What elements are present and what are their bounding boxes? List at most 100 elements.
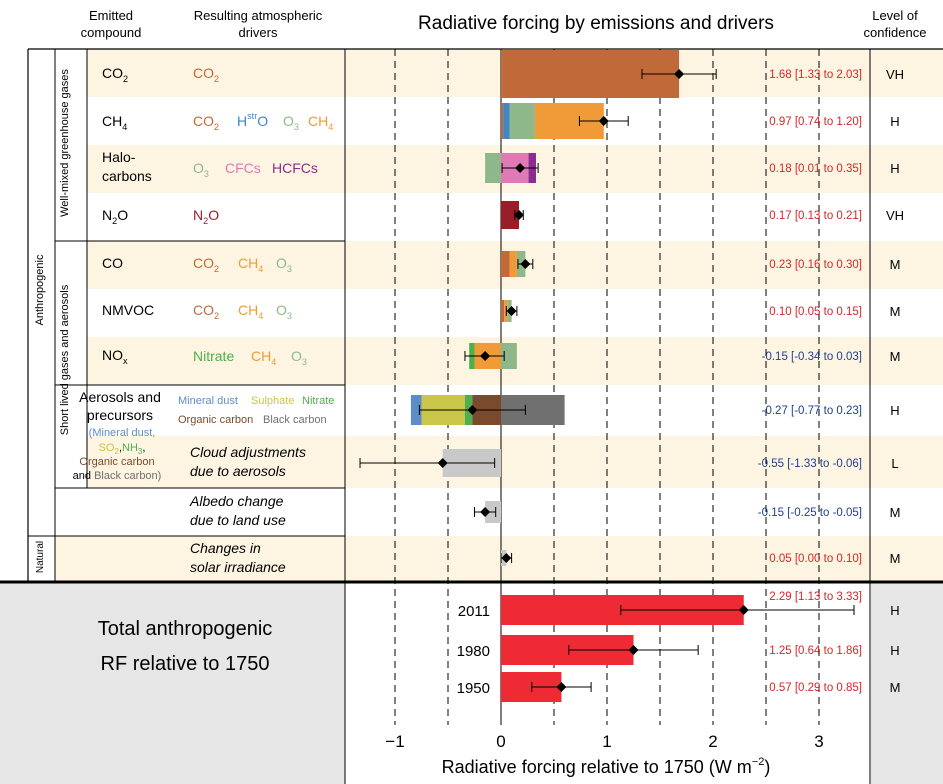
driver-co2-row1-sub: 2 <box>214 74 219 84</box>
x-tick-label: 0 <box>496 732 505 751</box>
aerosols-precursor-part: 3 <box>138 447 143 456</box>
driver-co2-row5-base: CO <box>193 255 214 271</box>
driver-albedo-line1: Albedo change <box>189 493 284 509</box>
driver-mineral-dust: Mineral dust <box>178 395 238 407</box>
bar-segment-nmvoc-ch4 <box>504 300 508 322</box>
aerosols-precursor-part: 2 <box>114 447 119 456</box>
x-tick-label: 2 <box>708 732 717 751</box>
value-label-aerosols: -0.27 [-0.77 to 0.23] <box>762 405 862 417</box>
driver-cloud-line2: due to aerosols <box>190 463 286 479</box>
header-confidence-line1: Level of <box>872 8 918 23</box>
driver-hcfcs: HCFCs <box>272 160 318 176</box>
row-backgrounds <box>0 49 943 784</box>
best-estimate-marker <box>674 69 685 79</box>
compound-ch4-sub: 4 <box>122 122 127 132</box>
best-estimate-marker <box>520 259 531 269</box>
bar-segment-ch4-h2o_str <box>503 103 510 139</box>
compound-nox: NOx <box>102 347 128 366</box>
x-tick-label: 3 <box>814 732 823 751</box>
driver-co2-row1-base: CO <box>193 65 214 81</box>
compound-co2: CO2 <box>102 65 128 84</box>
aerosols-precursor-part: SO <box>99 442 115 454</box>
group-label-natural: Natural <box>35 541 46 573</box>
total-label-line2: RF relative to 1750 <box>101 653 270 675</box>
driver-ch4-row6: CH4 <box>238 302 263 321</box>
bar-segment-nox-o3 <box>501 343 517 369</box>
driver-o3-row5: O3 <box>276 255 292 274</box>
compound-halo-line2: carbons <box>102 168 152 184</box>
driver-ch4-row2: CH4 <box>308 113 333 132</box>
bar-segment-ch4-co2 <box>501 103 504 139</box>
total-value-label-2011: 2.29 [1.13 to 3.33] <box>769 591 862 603</box>
panel-frames <box>0 48 943 784</box>
compound-nox-base: NO <box>102 347 123 363</box>
value-label-cloud: -0.55 [-1.33 to -0.06] <box>758 458 862 470</box>
confidence-ch4: H <box>890 114 899 129</box>
driver-n2o-tail: O <box>208 207 219 223</box>
driver-o3-row2-base: O <box>283 113 294 129</box>
driver-ch4-row5-base: CH <box>238 255 258 271</box>
total-year-1950: 1950 <box>457 680 490 697</box>
chart-title: Radiative forcing by emissions and drive… <box>418 13 774 34</box>
best-estimate-marker <box>515 163 526 173</box>
gridlines <box>394 49 820 725</box>
driver-ch4-row7-base: CH <box>251 348 271 364</box>
value-label-albedo: -0.15 [-0.25 to -0.05] <box>758 507 862 519</box>
bar-segment-n2o-n2o <box>501 201 520 229</box>
compound-aerosols-line2: precursors <box>87 407 153 423</box>
compound-co2-sub: 2 <box>123 74 128 84</box>
aerosols-precursor-part: , <box>119 442 122 454</box>
best-estimate-marker <box>556 682 567 692</box>
value-label-co: 0.23 [0.16 to 0.30] <box>769 259 862 271</box>
x-axis: −1 0 1 2 3 <box>385 732 823 751</box>
aerosols-precursor-part: , <box>142 442 145 454</box>
x-tick-label: −1 <box>385 732 404 751</box>
row-labels: CO2CH4Halo-carbonsN2OCONMVOCNOxAerosols … <box>73 65 335 575</box>
bar-segment-nmvoc-co2 <box>501 300 505 322</box>
compound-aerosols-black-carbon: and Black carbon) <box>73 470 162 482</box>
compound-aerosols-line1: Aerosols and <box>79 389 161 405</box>
driver-ch4-row7: CH4 <box>251 348 276 367</box>
x-axis-label: Radiative forcing relative to 1750 (W m−… <box>442 756 771 777</box>
header-confidence-line2: confidence <box>864 25 927 40</box>
driver-co2-row1: CO2 <box>193 65 219 84</box>
driver-h2o-str: HstrO <box>237 111 268 129</box>
driver-h2o-str-base: H <box>237 113 247 129</box>
total-confidence-2011: H <box>890 603 899 618</box>
best-estimate-marker <box>506 306 517 316</box>
value-label-co2: 1.68 [1.33 to 2.03] <box>769 69 862 81</box>
best-estimate-marker <box>467 405 478 415</box>
confidence-nox: M <box>890 349 901 364</box>
driver-n2o-sub: 2 <box>203 216 208 226</box>
driver-o3-row3: O3 <box>193 160 209 179</box>
compound-n2o-sub: 2 <box>112 216 117 226</box>
driver-h2o-str-sup: str <box>247 111 257 121</box>
driver-co2-row6-base: CO <box>193 302 214 318</box>
confidence-solar: M <box>890 551 901 566</box>
driver-o3-row6-base: O <box>276 302 287 318</box>
driver-co2-row5-sub: 2 <box>214 264 219 274</box>
driver-o3-row2-sub: 3 <box>294 122 299 132</box>
compound-aerosols-mineral-dust: (Mineral dust, <box>89 427 156 439</box>
value-label-solar: 0.05 [0.00 to 0.10] <box>769 553 862 565</box>
total-confidence-1950: M <box>890 680 901 695</box>
value-label-ch4: 0.97 [0.74 to 1.20] <box>769 116 862 128</box>
driver-ch4-row5: CH4 <box>238 255 263 274</box>
value-label-halo: 0.18 [0.01 to 0.35] <box>769 163 862 175</box>
confidence-nmvoc: M <box>890 304 901 319</box>
driver-black-carbon: Black carbon <box>263 414 327 426</box>
confidence-halo: H <box>890 161 899 176</box>
header-emitted-compound-line2: compound <box>81 25 142 40</box>
driver-ch4-row5-sub: 4 <box>258 264 263 274</box>
group-label-anthropogenic: Anthropogenic <box>34 254 46 325</box>
driver-co2-row2-sub: 2 <box>214 122 219 132</box>
driver-nitrate: Nitrate <box>193 348 234 364</box>
compound-co: CO <box>102 255 123 271</box>
best-estimate-marker <box>501 553 512 563</box>
driver-co2-row2: CO2 <box>193 113 219 132</box>
value-label-nox: -0.15 [-0.34 to 0.03] <box>762 351 862 363</box>
bar-segment-aerosols-mineral_dust <box>410 395 422 425</box>
best-estimate-marker <box>598 116 609 126</box>
driver-o3-row3-sub: 3 <box>204 169 209 179</box>
compound-ch4-base: CH <box>102 113 122 129</box>
